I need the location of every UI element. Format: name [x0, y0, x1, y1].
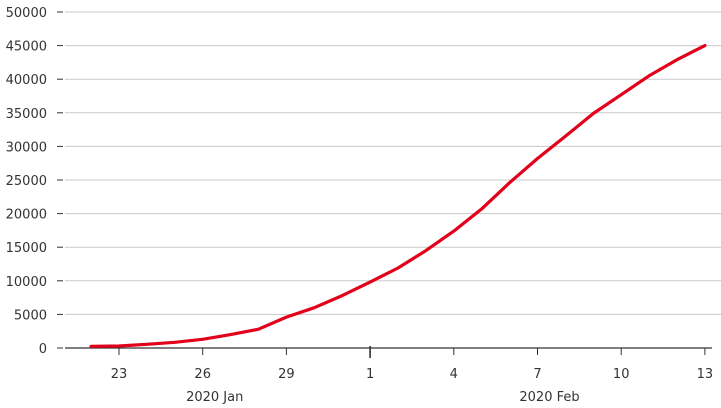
- data-point: [508, 181, 511, 184]
- data-point: [592, 112, 595, 115]
- data-point: [341, 294, 344, 297]
- data-point: [257, 327, 260, 331]
- x-tick-label: 10: [613, 367, 630, 382]
- data-point: [368, 280, 372, 284]
- data-point: [564, 135, 567, 138]
- data-point: [452, 229, 455, 233]
- y-tick-label: 35000: [6, 107, 47, 122]
- x-tick-label: 1: [366, 367, 374, 382]
- y-tick-label: 10000: [6, 275, 47, 290]
- grid-lines: [65, 11, 721, 315]
- y-tick-label: 15000: [6, 241, 47, 256]
- data-point: [117, 344, 121, 348]
- y-tick-label: 25000: [6, 174, 47, 189]
- y-tick-label: 30000: [6, 140, 47, 155]
- y-tick-label: 5000: [14, 308, 47, 323]
- x-tick-label: 26: [194, 367, 211, 382]
- y-tick-label: 0: [39, 342, 47, 357]
- data-point: [145, 343, 149, 346]
- y-tick-label: 40000: [6, 73, 47, 88]
- month-label: 2020 Feb: [519, 390, 579, 405]
- series-line: [89, 43, 707, 348]
- x-axis: 23 26 29 1 4 7 10 13 2020 Jan 2020 Feb: [65, 346, 713, 405]
- data-point: [536, 157, 539, 160]
- data-point: [703, 44, 707, 47]
- data-point: [424, 249, 428, 252]
- data-point: [480, 207, 483, 211]
- x-tick-label: 7: [533, 367, 541, 382]
- data-point: [647, 74, 651, 78]
- x-tick-label: 29: [278, 367, 295, 382]
- data-point: [620, 93, 623, 96]
- data-point: [201, 338, 204, 341]
- y-tick-label: 20000: [6, 208, 47, 223]
- x-tick-label: 4: [450, 367, 458, 382]
- data-point: [396, 266, 400, 270]
- data-point: [285, 315, 288, 319]
- month-label: 2020 Jan: [186, 390, 243, 405]
- y-axis: 0 5000 10000 15000 20000 25000 30000 35000 40000…: [6, 6, 63, 357]
- y-tick-label: 45000: [6, 40, 47, 55]
- data-point: [89, 345, 93, 348]
- data-point: [313, 306, 316, 309]
- data-point: [675, 58, 679, 61]
- series-layer: [89, 43, 707, 348]
- y-tick-label: 50000: [6, 6, 47, 21]
- data-point: [229, 333, 232, 336]
- x-tick-label: 13: [697, 367, 714, 382]
- data-point: [173, 341, 176, 344]
- x-tick-label: 23: [111, 367, 128, 382]
